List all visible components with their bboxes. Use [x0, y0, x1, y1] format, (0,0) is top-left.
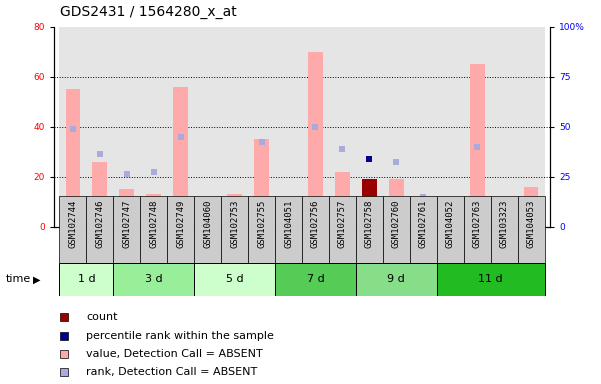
- Text: 1 d: 1 d: [78, 274, 95, 285]
- Bar: [523, 187, 538, 227]
- Text: GSM102763: GSM102763: [472, 199, 481, 248]
- Bar: [66, 89, 81, 227]
- Bar: [383, 27, 410, 227]
- Text: GSM102761: GSM102761: [419, 199, 428, 248]
- Text: GSM104051: GSM104051: [284, 199, 293, 248]
- Bar: [464, 196, 490, 263]
- Bar: [356, 196, 383, 263]
- Bar: [221, 27, 248, 227]
- Bar: [437, 27, 464, 227]
- Bar: [221, 196, 248, 263]
- Bar: [437, 196, 464, 263]
- Bar: [87, 27, 114, 227]
- Bar: [362, 179, 377, 227]
- Bar: [275, 196, 302, 263]
- Bar: [470, 64, 484, 227]
- Bar: [147, 194, 161, 227]
- Bar: [490, 27, 517, 227]
- Bar: [308, 52, 323, 227]
- Text: 5 d: 5 d: [226, 274, 243, 285]
- Bar: [362, 179, 377, 227]
- Text: rank, Detection Call = ABSENT: rank, Detection Call = ABSENT: [87, 367, 258, 377]
- Bar: [194, 27, 221, 227]
- Bar: [302, 196, 329, 263]
- Text: GSM102746: GSM102746: [96, 199, 105, 248]
- Text: GSM103323: GSM103323: [499, 199, 508, 248]
- Text: ▶: ▶: [33, 274, 40, 285]
- Text: GSM102756: GSM102756: [311, 199, 320, 248]
- Text: time: time: [6, 274, 31, 285]
- Text: GSM102753: GSM102753: [230, 199, 239, 248]
- Text: GSM102744: GSM102744: [69, 199, 78, 248]
- Bar: [490, 196, 517, 263]
- Bar: [59, 27, 87, 227]
- Text: GSM102758: GSM102758: [365, 199, 374, 248]
- Text: value, Detection Call = ABSENT: value, Detection Call = ABSENT: [87, 349, 263, 359]
- Text: 3 d: 3 d: [145, 274, 163, 285]
- Text: count: count: [87, 312, 118, 322]
- Bar: [167, 27, 194, 227]
- Bar: [59, 196, 87, 263]
- Bar: [329, 196, 356, 263]
- Bar: [173, 87, 188, 227]
- Text: GSM102755: GSM102755: [257, 199, 266, 248]
- Bar: [281, 207, 296, 227]
- Bar: [464, 27, 490, 227]
- Bar: [410, 196, 437, 263]
- Bar: [248, 27, 275, 227]
- Text: GSM102757: GSM102757: [338, 199, 347, 248]
- Bar: [114, 196, 140, 263]
- Bar: [437, 263, 545, 296]
- Bar: [254, 139, 269, 227]
- Bar: [120, 189, 134, 227]
- Text: 11 d: 11 d: [478, 274, 503, 285]
- Bar: [59, 263, 114, 296]
- Bar: [248, 196, 275, 263]
- Bar: [114, 27, 140, 227]
- Bar: [383, 196, 410, 263]
- Text: GSM104060: GSM104060: [203, 199, 212, 248]
- Text: percentile rank within the sample: percentile rank within the sample: [87, 331, 274, 341]
- Bar: [87, 196, 114, 263]
- Text: 9 d: 9 d: [388, 274, 405, 285]
- Bar: [389, 179, 404, 227]
- Bar: [416, 209, 431, 227]
- Bar: [200, 214, 215, 227]
- Bar: [194, 263, 275, 296]
- Bar: [227, 194, 242, 227]
- Bar: [356, 263, 437, 296]
- Bar: [443, 212, 457, 227]
- Bar: [275, 27, 302, 227]
- Bar: [329, 27, 356, 227]
- Text: 7 d: 7 d: [307, 274, 325, 285]
- Text: GSM102747: GSM102747: [123, 199, 132, 248]
- Bar: [114, 263, 194, 296]
- Bar: [194, 196, 221, 263]
- Text: GDS2431 / 1564280_x_at: GDS2431 / 1564280_x_at: [60, 5, 237, 19]
- Bar: [302, 27, 329, 227]
- Bar: [275, 263, 356, 296]
- Bar: [410, 27, 437, 227]
- Bar: [496, 219, 511, 227]
- Text: GSM104053: GSM104053: [526, 199, 535, 248]
- Text: GSM102749: GSM102749: [176, 199, 185, 248]
- Text: GSM102748: GSM102748: [149, 199, 158, 248]
- Bar: [140, 27, 167, 227]
- Bar: [517, 196, 545, 263]
- Bar: [517, 27, 545, 227]
- Text: GSM104052: GSM104052: [446, 199, 455, 248]
- Text: GSM102760: GSM102760: [392, 199, 401, 248]
- Bar: [335, 172, 350, 227]
- Bar: [93, 162, 108, 227]
- Bar: [140, 196, 167, 263]
- Bar: [356, 27, 383, 227]
- Bar: [167, 196, 194, 263]
